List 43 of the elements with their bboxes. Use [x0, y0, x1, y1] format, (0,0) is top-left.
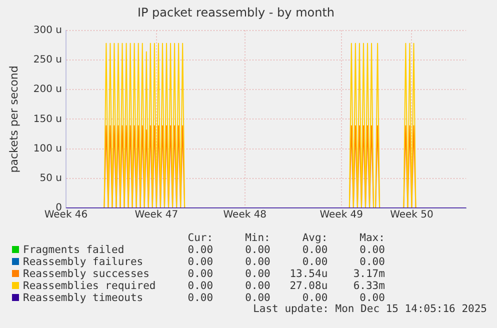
text: 0.00: [301, 256, 329, 268]
text: 0.00: [244, 244, 272, 256]
x-tick-label: Week 48: [223, 210, 267, 221]
text: Max:: [358, 232, 386, 244]
y-tick-label: 100 u: [33, 143, 62, 154]
text: Last update: Mon Dec 15 14:05:16 2025: [253, 303, 487, 315]
text: Avg:: [301, 232, 329, 244]
text: 0.00: [301, 244, 329, 256]
text: 0.00: [186, 280, 214, 292]
legend-label: Reassembly failures: [22, 256, 144, 268]
y-tick-label: 200 u: [33, 84, 62, 96]
text: 0.00: [358, 244, 386, 256]
text: Min:: [244, 232, 272, 244]
text: 27.08u: [288, 280, 329, 292]
y-tick-label: 250 u: [33, 54, 62, 66]
text: 0.00: [244, 280, 272, 292]
x-tick-label: Week 50: [390, 210, 434, 221]
text: 0.00: [244, 256, 272, 268]
text: 0.00: [186, 244, 214, 256]
text: 0.00: [358, 256, 386, 268]
text: 3.17m: [352, 268, 386, 280]
text: 0.00: [244, 268, 272, 280]
y-tick-label: 50 u: [40, 172, 62, 184]
text: 0.00: [186, 268, 214, 280]
text: 0.00: [244, 292, 272, 304]
text: 0.00: [358, 292, 386, 304]
text: 6.33m: [352, 280, 386, 292]
text: 13.54u: [288, 268, 329, 280]
y-tick-label: 150 u: [33, 114, 62, 125]
legend-label: Reassembly successes: [22, 268, 150, 280]
legend-label: Reassemblies required: [22, 280, 157, 292]
y-tick-label: 300 u: [33, 24, 62, 36]
y-axis-title: packets per second: [7, 66, 20, 173]
x-tick-label: Week 49: [320, 210, 364, 221]
chart-title: IP packet reassembly - by month: [137, 5, 335, 20]
text: 0.00: [301, 292, 329, 304]
text: Cur:: [186, 232, 214, 244]
text: 0.00: [186, 256, 214, 268]
x-tick-label: Week 46: [44, 210, 88, 221]
text: 0.00: [186, 292, 214, 304]
legend-label: Fragments failed: [22, 244, 126, 256]
legend-label: Reassembly timeouts: [22, 292, 144, 304]
x-tick-label: Week 47: [134, 210, 178, 221]
